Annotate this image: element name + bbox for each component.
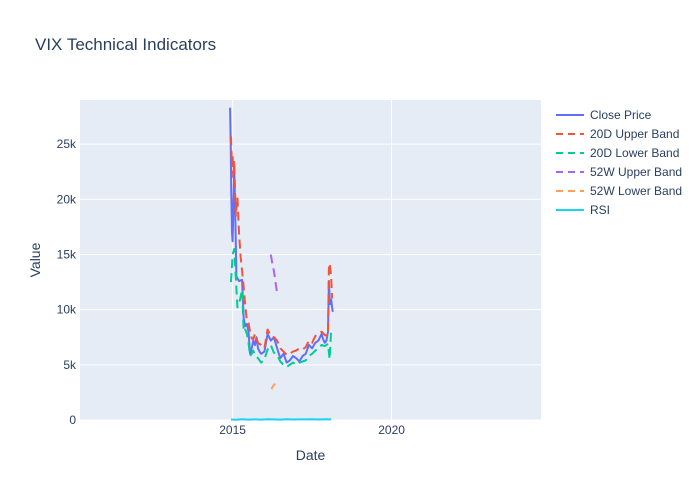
y-tick-label: 15k [57,247,77,261]
legend-item[interactable]: 52W Upper Band [556,165,682,179]
y-axis-title: Value [27,242,43,277]
series-line-3 [269,254,279,294]
y-tick-label: 0 [69,413,76,427]
series-line-4 [270,382,276,390]
legend-label: 20D Upper Band [590,127,679,141]
legend[interactable]: Close Price 20D Upper Band 20D Lower Band 5… [556,108,682,217]
y-tick-label: 10k [57,303,77,317]
legend-item[interactable]: 20D Lower Band [556,146,679,160]
legend-item[interactable]: 52W Lower Band [556,184,682,198]
y-tick-label: 5k [63,358,77,372]
series-line-1 [230,136,334,356]
chart-title: VIX Technical Indicators [35,35,217,54]
y-axis-ticks: 0 5k 10k 15k 20k 25k [57,137,77,427]
legend-label: Close Price [590,108,652,122]
series-line-0 [229,107,334,364]
x-axis-title: Date [296,447,326,463]
legend-item[interactable]: 20D Upper Band [556,127,679,141]
x-tick-label: 2015 [219,423,246,437]
x-tick-label: 2020 [378,423,405,437]
y-tick-label: 25k [57,137,77,151]
x-axis-ticks: 2015 2020 [219,423,405,437]
plot-area [80,100,541,420]
legend-label: 20D Lower Band [590,146,679,160]
legend-label: 52W Lower Band [590,184,682,198]
series-layer [229,107,334,421]
legend-label: 52W Upper Band [590,165,682,179]
series-line-5 [230,418,332,421]
legend-item[interactable]: Close Price [556,108,652,122]
legend-item[interactable]: RSI [556,203,610,217]
y-tick-label: 20k [57,192,77,206]
series-line-2 [230,248,333,368]
legend-label: RSI [590,203,610,217]
